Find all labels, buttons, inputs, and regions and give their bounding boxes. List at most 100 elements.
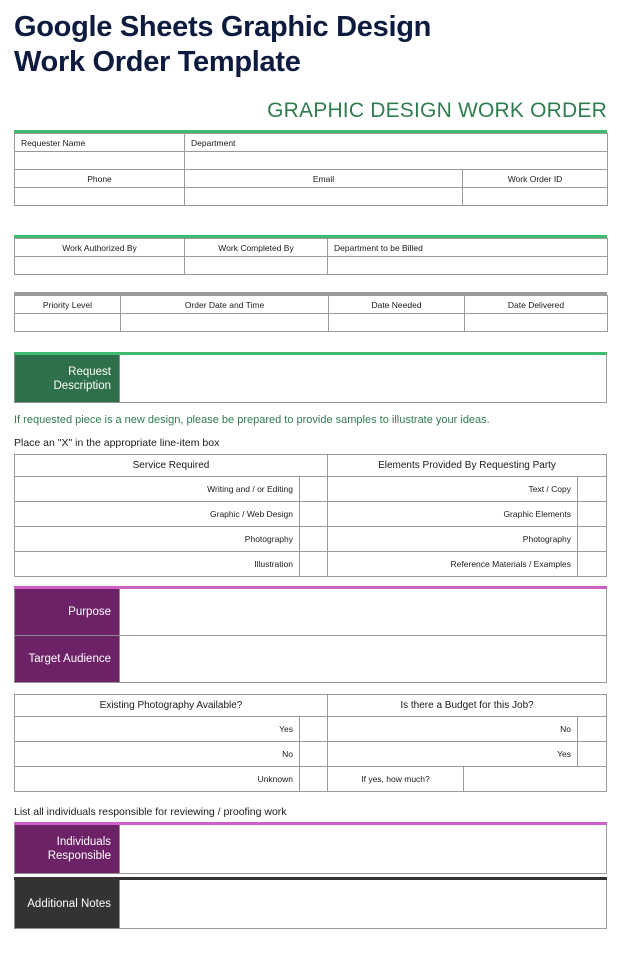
input-date-delivered[interactable]: [464, 313, 608, 332]
label-element-graphic-elements: Graphic Elements: [327, 501, 578, 527]
input-department[interactable]: [183, 151, 609, 170]
request-description-section: Request Description: [14, 352, 607, 403]
x-instruction-note: Place an "X" in the appropriate line-ite…: [14, 437, 220, 449]
purpose-input[interactable]: [120, 589, 607, 636]
table-row: Illustration Reference Materials / Examp…: [14, 551, 607, 577]
checkbox-service-graphic-web-design[interactable]: [299, 501, 328, 527]
table-row: Unknown If yes, how much?: [14, 766, 608, 792]
authorization-accent-bar: [14, 235, 607, 238]
header-department-to-be-billed: Department to be Billed: [327, 238, 608, 257]
request-description-input[interactable]: [120, 355, 607, 403]
checkbox-service-writing-editing[interactable]: [299, 476, 328, 502]
label-service-illustration: Illustration: [14, 551, 300, 577]
purpose-section: Purpose Target Audience: [14, 586, 607, 683]
header-budget-for-job: Is there a Budget for this Job?: [327, 694, 608, 717]
checkbox-element-text-copy[interactable]: [577, 476, 607, 502]
checkbox-service-photography[interactable]: [299, 526, 328, 552]
individuals-responsible-section: Individuals Responsible: [14, 822, 607, 874]
requester-table: Requester Name Department Phone Email Wo…: [14, 133, 609, 206]
dates-table: Priority Level Order Date and Time Date …: [14, 295, 608, 332]
title-line-2: Work Order Template: [14, 46, 301, 78]
table-row: [14, 313, 608, 332]
dates-accent-bar: [14, 292, 607, 295]
checkbox-element-photography[interactable]: [577, 526, 607, 552]
label-element-photography: Photography: [327, 526, 578, 552]
dates-section: Priority Level Order Date and Time Date …: [14, 292, 608, 332]
input-date-needed[interactable]: [328, 313, 465, 332]
label-photography-no: No: [14, 741, 300, 767]
table-row: Photography Photography: [14, 526, 607, 552]
header-department: Department: [183, 133, 609, 152]
individuals-responsible-accent-bar: [14, 822, 607, 825]
checkbox-service-illustration[interactable]: [299, 551, 328, 577]
input-work-completed-by[interactable]: [184, 256, 328, 275]
additional-notes-section: Additional Notes: [14, 877, 607, 929]
table-row: Priority Level Order Date and Time Date …: [14, 295, 608, 314]
target-audience-row: Target Audience: [14, 636, 607, 683]
target-audience-input[interactable]: [120, 636, 607, 683]
request-description-accent-bar: [14, 352, 607, 355]
input-order-date-and-time[interactable]: [120, 313, 329, 332]
input-work-order-id[interactable]: [461, 187, 609, 206]
additional-notes-accent-bar: [14, 877, 607, 880]
header-existing-photography: Existing Photography Available?: [13, 694, 329, 717]
input-budget-amount[interactable]: [463, 766, 608, 792]
new-design-note: If requested piece is a new design, plea…: [14, 414, 490, 426]
requester-accent-bar: [14, 130, 607, 133]
header-work-authorized-by: Work Authorized By: [14, 238, 185, 257]
individuals-responsible-row: Individuals Responsible: [14, 825, 607, 874]
reviewers-note: List all individuals responsible for rev…: [14, 806, 287, 818]
service-required-section: Service Required Elements Provided By Re…: [14, 454, 607, 577]
input-priority-level[interactable]: [14, 313, 121, 332]
individuals-responsible-label: Individuals Responsible: [14, 825, 120, 874]
checkbox-budget-no[interactable]: [577, 716, 608, 742]
input-email[interactable]: [184, 187, 463, 206]
form-subtitle: GRAPHIC DESIGN WORK ORDER: [267, 99, 607, 122]
checkbox-element-reference-materials[interactable]: [577, 551, 607, 577]
title-line-1: Google Sheets Graphic Design: [14, 11, 432, 43]
service-required-table: Service Required Elements Provided By Re…: [14, 454, 607, 577]
input-department-to-be-billed[interactable]: [327, 256, 608, 275]
label-service-photography: Photography: [14, 526, 300, 552]
header-work-completed-by: Work Completed By: [184, 238, 328, 257]
label-service-writing-editing: Writing and / or Editing: [14, 476, 300, 502]
request-description-label: Request Description: [14, 355, 120, 403]
header-requester-name: Requester Name: [14, 133, 185, 152]
additional-notes-input[interactable]: [120, 880, 607, 929]
input-requester-name[interactable]: [14, 151, 185, 170]
checkbox-element-graphic-elements[interactable]: [577, 501, 607, 527]
page-title: Google Sheets Graphic Design Work Order …: [14, 10, 614, 80]
table-row: [14, 151, 609, 170]
header-date-needed: Date Needed: [328, 295, 465, 314]
header-date-delivered: Date Delivered: [464, 295, 608, 314]
table-row: Yes No: [14, 716, 608, 742]
additional-notes-label: Additional Notes: [14, 880, 120, 929]
table-row: No Yes: [14, 741, 608, 767]
requester-section: Requester Name Department Phone Email Wo…: [14, 130, 609, 206]
table-row: [14, 187, 609, 206]
label-budget-yes: Yes: [327, 741, 579, 767]
target-audience-label: Target Audience: [14, 636, 120, 683]
label-photography-yes: Yes: [14, 716, 300, 742]
checkbox-budget-yes[interactable]: [577, 741, 608, 767]
authorization-table: Work Authorized By Work Completed By Dep…: [14, 238, 608, 275]
table-row: Service Required Elements Provided By Re…: [14, 454, 607, 477]
checkbox-photography-yes[interactable]: [298, 716, 329, 742]
table-row: Writing and / or Editing Text / Copy: [14, 476, 607, 502]
checkbox-photography-unknown[interactable]: [298, 766, 329, 792]
header-phone: Phone: [14, 169, 185, 188]
header-work-order-id: Work Order ID: [461, 169, 609, 188]
table-row: Phone Email Work Order ID: [14, 169, 609, 188]
input-work-authorized-by[interactable]: [14, 256, 185, 275]
table-row: Work Authorized By Work Completed By Dep…: [14, 238, 608, 257]
label-service-graphic-web-design: Graphic / Web Design: [14, 501, 300, 527]
checkbox-photography-no[interactable]: [298, 741, 329, 767]
label-budget-how-much: If yes, how much?: [327, 766, 465, 792]
request-description-row: Request Description: [14, 355, 607, 403]
authorization-section: Work Authorized By Work Completed By Dep…: [14, 235, 608, 275]
header-service-required: Service Required: [14, 454, 328, 477]
individuals-responsible-input[interactable]: [120, 825, 607, 874]
additional-notes-row: Additional Notes: [14, 880, 607, 929]
input-phone[interactable]: [14, 187, 185, 206]
photography-budget-table: Existing Photography Available? Is there…: [13, 694, 608, 792]
